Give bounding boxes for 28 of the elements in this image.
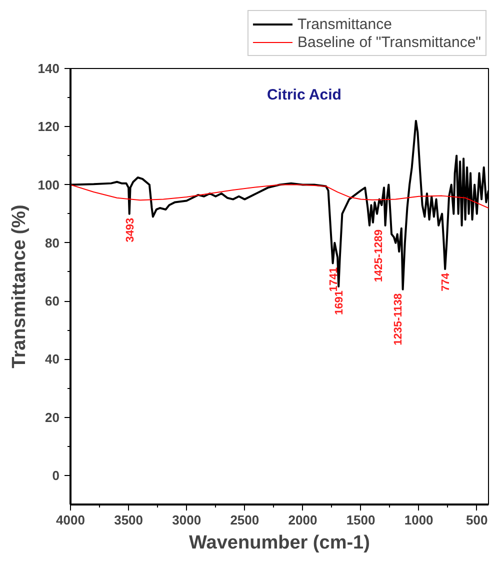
legend-label: Transmittance <box>297 15 392 33</box>
x-tick-label: 2500 <box>230 512 260 528</box>
annotation: 774 <box>440 272 452 292</box>
x-tick-label: 500 <box>466 512 488 528</box>
legend-label: Baseline of "Transmittance" <box>297 33 481 51</box>
y-tick-label: 20 <box>45 410 60 425</box>
annotation: 3493 <box>124 218 136 242</box>
y-tick-label: 100 <box>38 177 60 192</box>
y-tick-label: 140 <box>38 61 60 76</box>
x-tick-label: 3000 <box>172 512 202 528</box>
line-series <box>70 184 488 209</box>
y-tick-label: 60 <box>45 294 60 309</box>
annotation: 1235-1138 <box>392 293 404 346</box>
x-tick-label: 4000 <box>56 512 85 528</box>
x-tick-label: 1000 <box>404 512 434 528</box>
annotation: 1425-1289 <box>373 229 386 282</box>
y-tick-label: 40 <box>45 352 60 367</box>
x-axis-title: Wavenumber (cm-1) <box>189 532 370 554</box>
text: Citric Acid <box>266 86 342 104</box>
x-tick-label: 2000 <box>288 512 318 528</box>
y-tick-label: 120 <box>38 119 60 134</box>
annotation: 1741 <box>328 267 340 292</box>
y-axis-title: Transmittance (%) <box>8 204 30 368</box>
annotation: 1691 <box>334 290 346 315</box>
y-tick-label: 80 <box>45 235 60 250</box>
x-tick-label: 3500 <box>114 512 144 528</box>
x-tick-label: 1500 <box>346 512 376 528</box>
y-tick-label: 0 <box>52 468 60 483</box>
